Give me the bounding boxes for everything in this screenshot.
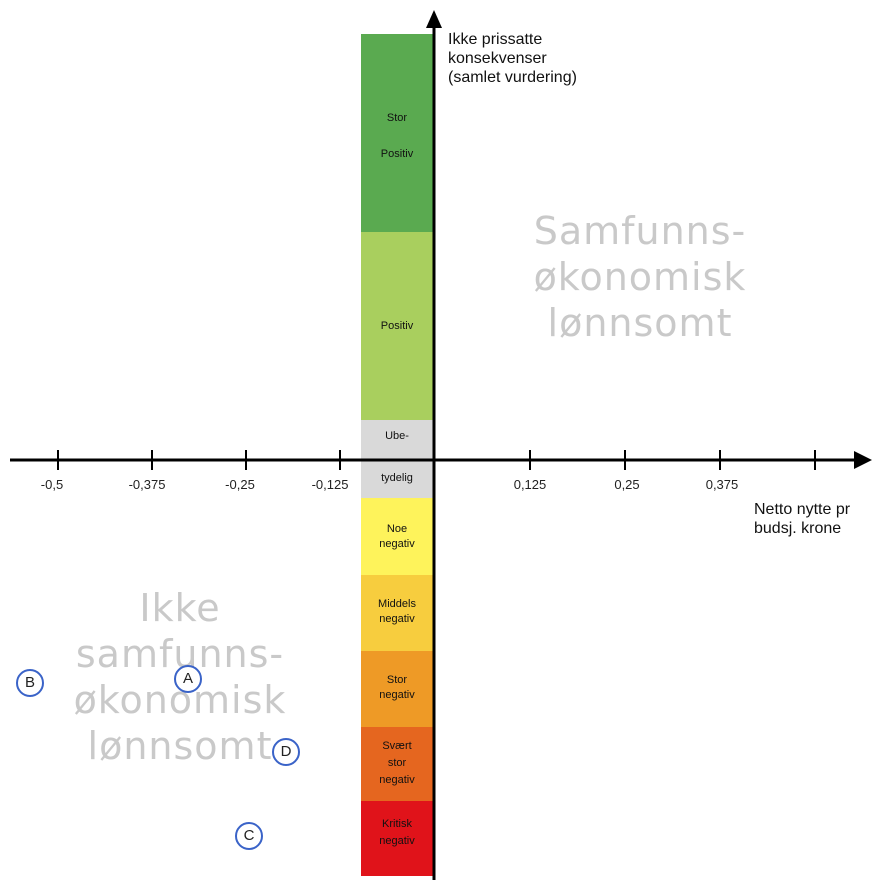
region-label-profitable-line-2: økonomisk	[533, 255, 747, 299]
scale-band-label-6-0: Svært	[382, 740, 412, 752]
y-axis-title: Ikke prissatte konsekvenser (samlet vurd…	[448, 30, 577, 87]
scale-band-label-6-2: negativ	[379, 774, 415, 786]
scale-band-label-5-0: Stor	[386, 674, 408, 686]
scale-band-label-0-1: Positiv	[380, 148, 414, 160]
x-tick-label-5: 0,25	[614, 477, 640, 492]
scale-band-label-0-0: Stor	[386, 112, 408, 124]
region-label-profitable-line-1: Samfunns-	[533, 209, 747, 253]
scale-band-label-2-1: tydelig	[381, 472, 413, 484]
scale-band-4	[361, 575, 433, 651]
region-label-profitable: Samfunns- økonomisk lønnsomt	[500, 208, 780, 346]
x-axis-title-line-2: budsj. krone	[754, 520, 842, 537]
x-tick-label-6: 0,375	[705, 477, 739, 492]
scale-band-3	[361, 498, 433, 575]
scale-band-label-4-0: Middels	[378, 598, 416, 610]
y-axis-title-line-3: (samlet vurdering)	[448, 69, 577, 86]
scale-band-label-3-1: negativ	[379, 538, 415, 550]
scale-band-1	[361, 232, 433, 420]
scale-band-label-1-0: Positiv	[380, 320, 414, 332]
scale-band-5	[361, 651, 433, 727]
y-axis-title-line-2: konsekvenser	[448, 50, 547, 67]
y-axis-title-line-1: Ikke prissatte	[448, 31, 543, 48]
x-tick-label-2: -0,25	[225, 477, 255, 492]
point-d-marker: D	[272, 738, 300, 766]
point-b-marker: B	[16, 669, 44, 697]
scale-band-label-5-1: negativ	[379, 689, 415, 701]
point-a-marker: A	[174, 665, 202, 693]
scale-band-label-6-1: stor	[387, 757, 407, 769]
x-tick-label-3: -0,125	[311, 477, 349, 492]
scale-band-label-2-0: Ube-	[385, 430, 409, 442]
scale-band-label-7-1: negativ	[379, 835, 415, 847]
scale-band-label-3-0: Noe	[386, 523, 408, 535]
scale-band-label-4-1: negativ	[379, 613, 415, 625]
point-c-marker: C	[235, 822, 263, 850]
x-axis-title-line-1: Netto nytte pr	[754, 501, 851, 518]
scale-band-0	[361, 34, 433, 232]
scale-band-6	[361, 727, 433, 801]
region-label-not-profitable-line-1: Ikke	[139, 586, 221, 630]
x-axis-title: Netto nytte pr budsj. krone	[754, 500, 850, 538]
x-tick-label-1: -0,375	[128, 477, 166, 492]
scale-band-7	[361, 801, 433, 876]
x-axis-arrowhead	[854, 451, 872, 469]
scale-band-label-7-0: Kritisk	[382, 818, 412, 830]
region-label-not-profitable-line-4: lønnsomt	[87, 724, 273, 768]
y-axis-arrowhead	[426, 10, 442, 28]
x-tick-label-4: 0,125	[513, 477, 547, 492]
region-label-profitable-line-3: lønnsomt	[547, 301, 733, 345]
x-tick-label-0: -0,5	[40, 477, 64, 492]
